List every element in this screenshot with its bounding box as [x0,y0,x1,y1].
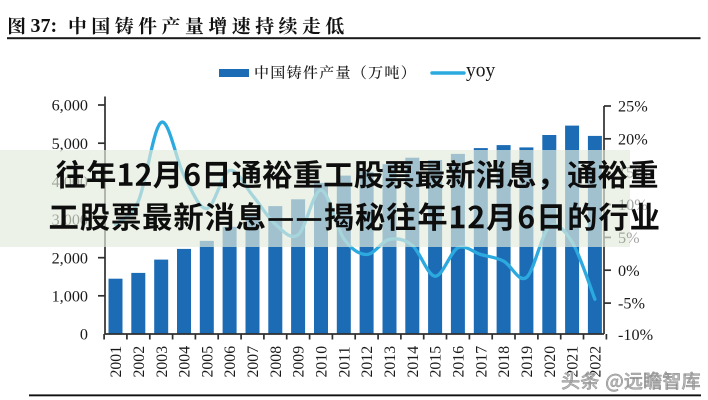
svg-text:0%: 0% [618,262,640,280]
svg-text:2014: 2014 [405,346,422,378]
svg-text:2018: 2018 [496,346,513,378]
svg-text:2011: 2011 [336,346,353,377]
svg-text:2019: 2019 [519,346,536,378]
svg-text:2021: 2021 [565,346,582,378]
svg-text:2012: 2012 [359,346,376,378]
svg-text:2007: 2007 [245,346,262,378]
svg-text:2004: 2004 [177,346,194,378]
svg-text:2005: 2005 [199,346,216,378]
svg-text:2003: 2003 [154,346,171,378]
svg-text:1,000: 1,000 [52,287,88,305]
svg-text:2002: 2002 [131,346,148,378]
svg-text:6,000: 6,000 [52,97,88,115]
svg-text:2,000: 2,000 [52,249,88,267]
svg-text:2015: 2015 [428,346,445,378]
svg-text:2006: 2006 [222,346,239,378]
svg-text:2001: 2001 [108,346,125,378]
svg-text:-5%: -5% [618,295,645,313]
svg-text:2017: 2017 [473,346,490,378]
svg-text:2022: 2022 [588,346,605,378]
svg-text:2008: 2008 [268,346,285,378]
svg-text:-10%: -10% [618,326,653,344]
svg-text:2016: 2016 [451,346,468,378]
svg-text:5,000: 5,000 [52,135,88,153]
svg-text:37:: 37: [31,15,58,37]
svg-text:2009: 2009 [291,346,308,378]
svg-text:25%: 25% [618,98,648,116]
svg-text:yoy: yoy [466,61,496,82]
svg-text:2013: 2013 [382,346,399,378]
svg-text:20%: 20% [618,130,648,148]
svg-text:2010: 2010 [314,346,331,378]
svg-text:2020: 2020 [542,346,559,378]
svg-text:0: 0 [80,326,88,344]
